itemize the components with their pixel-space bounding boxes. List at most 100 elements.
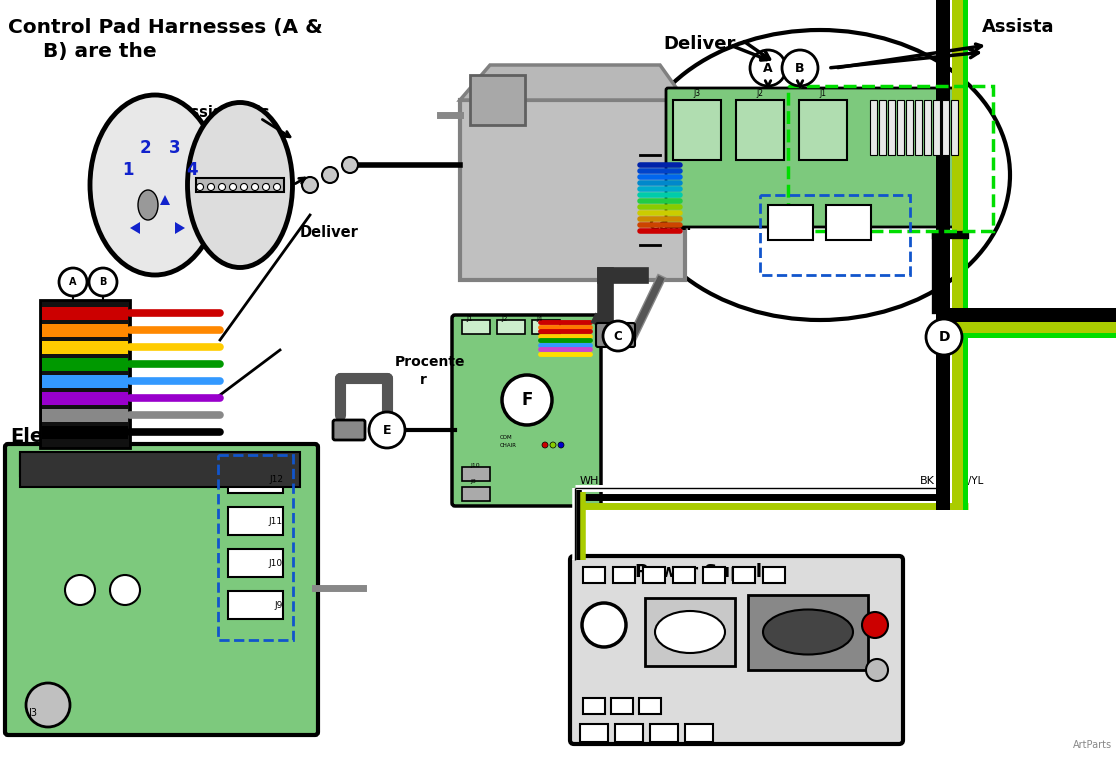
Bar <box>20 452 300 487</box>
Bar <box>615 724 643 742</box>
Bar <box>43 324 128 337</box>
Ellipse shape <box>187 102 292 267</box>
Bar <box>196 178 284 192</box>
Bar <box>43 409 128 422</box>
Bar <box>43 341 128 354</box>
Bar <box>584 567 605 583</box>
Circle shape <box>26 683 71 727</box>
Bar <box>936 322 1116 333</box>
Text: Assistant's: Assistant's <box>180 105 271 120</box>
Bar <box>963 0 968 510</box>
Text: GN/YL: GN/YL <box>952 476 983 486</box>
Bar <box>760 195 911 275</box>
FancyBboxPatch shape <box>452 315 601 506</box>
Polygon shape <box>175 222 185 234</box>
Circle shape <box>196 183 204 190</box>
Circle shape <box>342 157 358 173</box>
Circle shape <box>88 268 116 296</box>
Bar <box>228 591 283 619</box>
Text: F: F <box>521 391 533 409</box>
Bar <box>897 100 904 155</box>
Text: 6: 6 <box>253 183 256 187</box>
Bar <box>942 100 949 155</box>
Bar <box>788 86 993 231</box>
Text: A: A <box>69 277 77 287</box>
Circle shape <box>262 183 270 190</box>
Bar <box>43 426 128 439</box>
Text: 2: 2 <box>209 183 213 187</box>
Bar <box>673 100 721 160</box>
Circle shape <box>218 183 225 190</box>
Bar <box>645 598 735 666</box>
Bar <box>827 205 871 240</box>
Text: Procente: Procente <box>395 355 466 369</box>
Ellipse shape <box>655 611 725 653</box>
Bar <box>748 595 868 670</box>
Bar <box>43 358 128 371</box>
Text: 4: 4 <box>186 161 198 179</box>
Text: 5: 5 <box>242 183 246 187</box>
Bar <box>43 307 128 320</box>
Circle shape <box>323 167 338 183</box>
Text: WH: WH <box>580 476 599 486</box>
Text: B) are the: B) are the <box>8 42 157 61</box>
Bar <box>580 724 608 742</box>
Bar <box>673 567 696 583</box>
FancyBboxPatch shape <box>570 556 903 744</box>
Text: E: E <box>383 423 391 436</box>
Bar <box>218 455 293 640</box>
Bar <box>924 100 931 155</box>
FancyBboxPatch shape <box>596 323 635 347</box>
Text: J1: J1 <box>467 316 474 322</box>
Text: 4: 4 <box>231 183 235 187</box>
Text: Deliver: Deliver <box>663 35 736 53</box>
Circle shape <box>862 612 888 638</box>
Circle shape <box>230 183 236 190</box>
Text: 2: 2 <box>139 139 151 157</box>
Bar <box>763 567 785 583</box>
Text: J4: J4 <box>536 316 543 322</box>
Text: J11: J11 <box>269 516 283 526</box>
Circle shape <box>241 183 248 190</box>
Text: Power Supply: Power Supply <box>635 563 774 581</box>
Bar <box>650 724 678 742</box>
Polygon shape <box>160 195 170 205</box>
Circle shape <box>542 442 548 448</box>
Text: r: r <box>420 373 427 387</box>
Text: J2: J2 <box>756 89 764 98</box>
Circle shape <box>302 177 318 193</box>
Circle shape <box>110 575 140 605</box>
Text: J1: J1 <box>820 89 827 98</box>
Bar <box>43 392 128 405</box>
Circle shape <box>782 50 818 86</box>
Bar <box>685 724 713 742</box>
Bar <box>532 320 560 334</box>
Text: J12: J12 <box>269 474 283 484</box>
Text: B: B <box>100 277 106 287</box>
Text: 1: 1 <box>198 183 202 187</box>
Bar <box>768 205 813 240</box>
Circle shape <box>273 183 280 190</box>
FancyBboxPatch shape <box>333 420 365 440</box>
Circle shape <box>502 375 552 425</box>
Bar <box>799 100 847 160</box>
Bar <box>20 454 71 476</box>
Bar <box>870 100 877 155</box>
Text: D: D <box>939 330 950 344</box>
Circle shape <box>59 268 87 296</box>
Text: J2: J2 <box>502 316 508 322</box>
Text: 1: 1 <box>122 161 133 179</box>
Circle shape <box>866 659 888 681</box>
Bar <box>43 375 128 388</box>
Text: 3: 3 <box>220 183 224 187</box>
Polygon shape <box>460 65 685 100</box>
Circle shape <box>207 183 215 190</box>
Bar <box>936 308 1116 322</box>
Text: A: A <box>763 61 773 75</box>
Circle shape <box>252 183 259 190</box>
Bar <box>933 100 940 155</box>
Bar <box>952 0 963 510</box>
Bar <box>228 507 283 535</box>
Bar <box>915 100 922 155</box>
Bar <box>228 549 283 577</box>
